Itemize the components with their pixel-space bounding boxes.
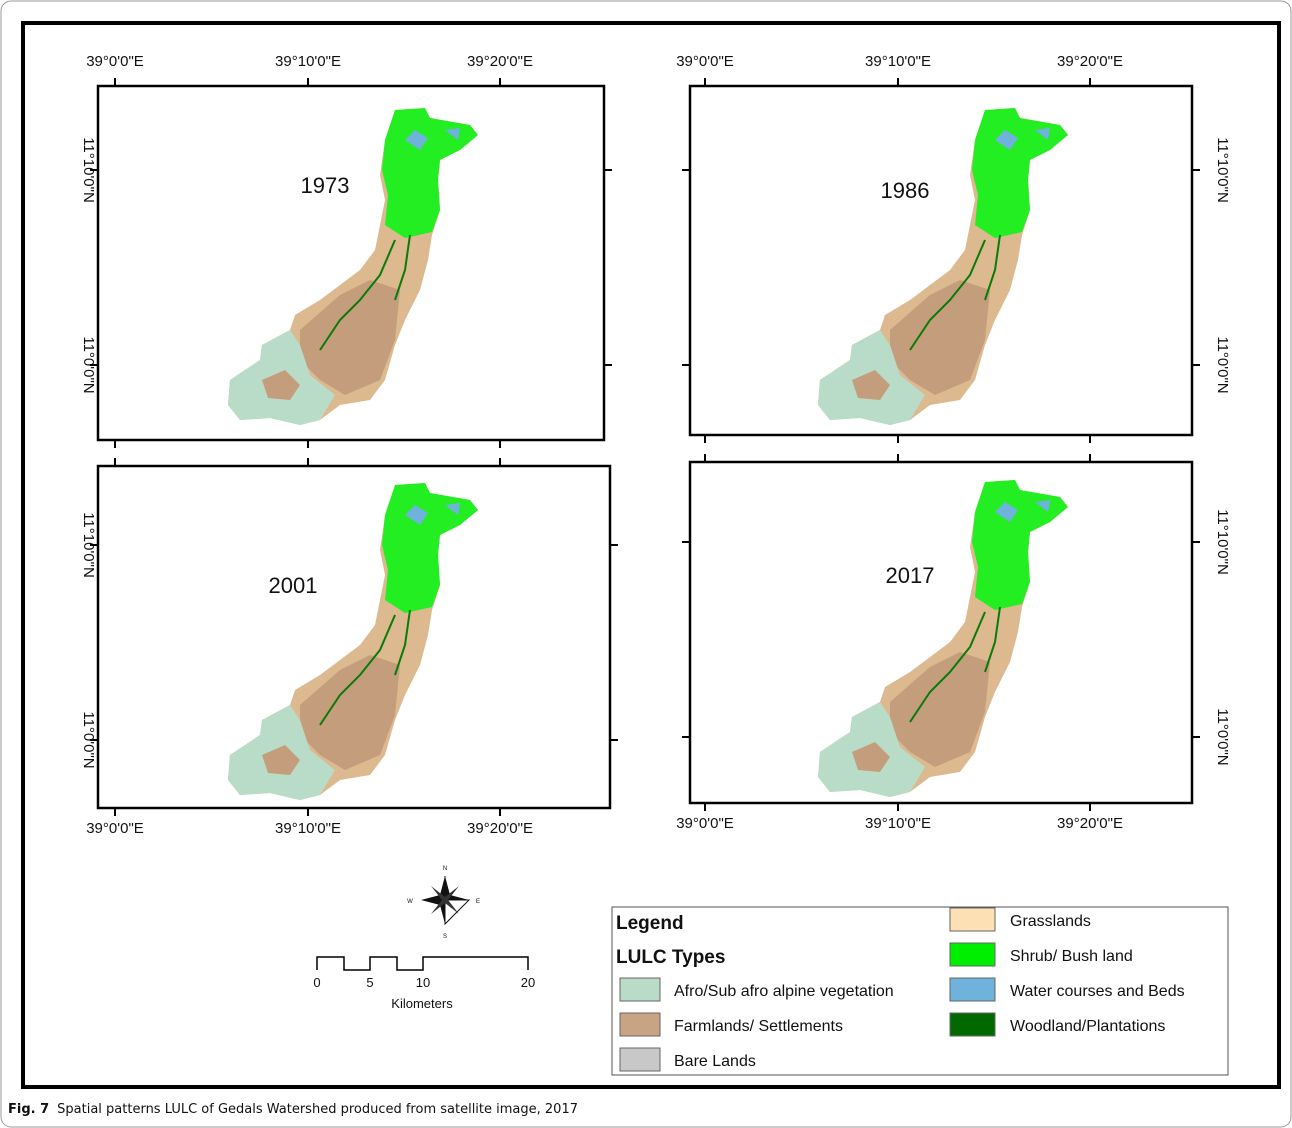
legend-swatch: [950, 943, 995, 966]
scale-tick: 20: [521, 975, 535, 990]
legend-swatch: [620, 978, 660, 1001]
longitude-label: 39°0'0"E: [676, 815, 734, 832]
scale-tick: 0: [313, 975, 320, 990]
legend-label: Water courses and Beds: [1010, 983, 1185, 1000]
legend-title: Legend: [616, 913, 684, 934]
year-label: 2001: [269, 573, 318, 598]
longitude-label: 39°10'0"E: [275, 53, 341, 70]
figure: N S E W 0 5 10 20 Kilometers Legend LULC…: [0, 0, 1292, 1128]
scale-tick: 10: [416, 975, 430, 990]
longitude-label: 39°20'0"E: [1057, 53, 1123, 70]
legend-label: Woodland/Plantations: [1010, 1018, 1165, 1035]
page: N S E W 0 5 10 20 Kilometers Legend LULC…: [0, 0, 1292, 1128]
legend-label: Afro/Sub afro alpine vegetation: [674, 983, 894, 1000]
legend-swatch: [950, 978, 995, 1001]
legend-label: Grasslands: [1010, 913, 1091, 930]
latitude-label: 11°0'0"N: [1214, 708, 1231, 765]
longitude-label: 39°20'0"E: [1057, 815, 1123, 832]
legend-swatch: [620, 1048, 660, 1071]
longitude-label: 39°10'0"E: [865, 53, 931, 70]
longitude-label: 39°10'0"E: [275, 820, 341, 837]
longitude-label: 39°0'0"E: [86, 53, 144, 70]
scale-tick: 5: [366, 975, 373, 990]
compass-label: E: [476, 899, 480, 905]
year-label: 2017: [886, 563, 935, 588]
compass-label: W: [407, 899, 413, 905]
legend-label: Bare Lands: [674, 1053, 756, 1070]
latitude-label: 11°10'0"N: [1214, 509, 1231, 575]
legend-label: Shrub/ Bush land: [1010, 948, 1133, 965]
legend-subtitle: LULC Types: [616, 947, 725, 968]
scale-bar: [317, 957, 528, 970]
caption-text: Spatial patterns LULC of Gedals Watershe…: [57, 1102, 578, 1117]
legend-swatch: [950, 1013, 995, 1036]
legend-swatch: [950, 908, 995, 931]
caption: Fig. 7 Spatial patterns LULC of Gedals Wa…: [8, 1102, 578, 1117]
legend-swatch: [620, 1013, 660, 1036]
longitude-label: 39°10'0"E: [865, 815, 931, 832]
year-label: 1973: [301, 173, 350, 198]
latitude-label: 11°0'0"N: [1214, 336, 1231, 393]
longitude-label: 39°20'0"E: [467, 53, 533, 70]
longitude-label: 39°20'0"E: [467, 820, 533, 837]
legend-label: Farmlands/ Settlements: [674, 1018, 843, 1035]
latitude-label: 11°10'0"N: [1214, 137, 1231, 203]
caption-label: Fig. 7: [8, 1102, 49, 1117]
year-label: 1986: [881, 178, 930, 203]
scale-unit: Kilometers: [391, 996, 453, 1011]
compass-label: N: [443, 866, 447, 872]
compass: [421, 876, 469, 924]
longitude-label: 39°0'0"E: [676, 53, 734, 70]
longitude-label: 39°0'0"E: [86, 820, 144, 837]
compass-label: S: [443, 934, 447, 940]
